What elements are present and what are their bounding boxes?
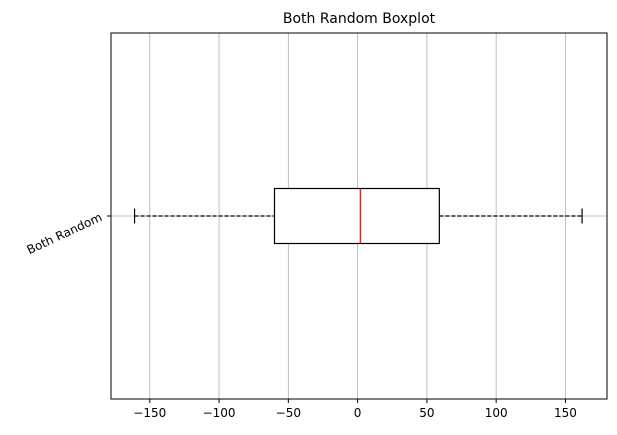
- x-tick-label: 0: [354, 406, 362, 420]
- x-tick-label: 100: [485, 406, 508, 420]
- chart-title: Both Random Boxplot: [283, 11, 436, 27]
- box-group: [133, 187, 583, 245]
- y-axis-ticks: Both Random: [25, 210, 111, 257]
- x-tick-label: 150: [554, 406, 577, 420]
- x-tick-label: −100: [203, 406, 236, 420]
- y-tick-label: Both Random: [25, 210, 105, 257]
- x-tick-label: −50: [276, 406, 301, 420]
- box-marks: [133, 187, 583, 245]
- box-iqr: [273, 187, 440, 245]
- x-tick-label: −150: [133, 406, 166, 420]
- x-axis-ticks: −150 −100 −50 0 50 100 150: [133, 399, 577, 420]
- x-tick-label: 50: [419, 406, 434, 420]
